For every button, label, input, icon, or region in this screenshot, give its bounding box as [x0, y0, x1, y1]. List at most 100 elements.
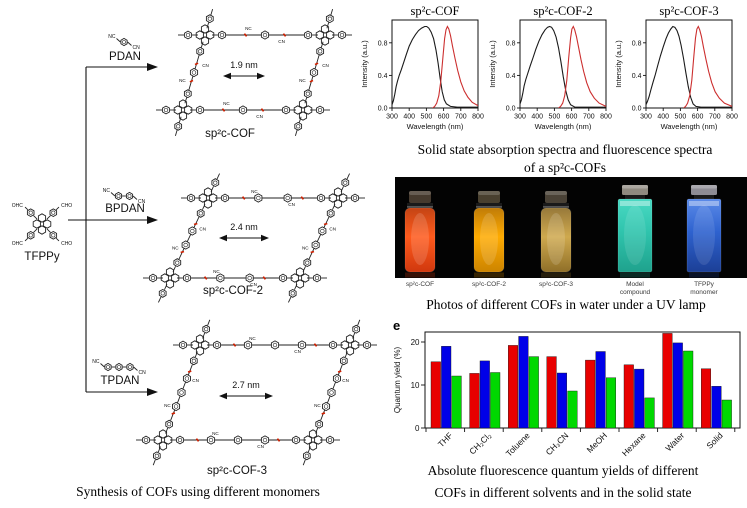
bar-green-CH₃CN: [567, 390, 578, 429]
spectra-plot-2: sp²c-COF-2 0.0 0.4 0.8 300 400 500 600 700 800 Wav…: [488, 4, 612, 131]
bar-red-Toluene: [507, 345, 518, 429]
svg-text:20: 20: [411, 338, 420, 347]
svg-text:0.0: 0.0: [378, 106, 388, 113]
svg-text:NC: NC: [212, 431, 219, 436]
linker-chain: CN NC: [299, 55, 329, 90]
svg-text:NC: NC: [249, 336, 256, 341]
synthesis-scheme-svg: NCCNNCCNCNNCCNNCNCCNNCCNCNNCCNNCNCCNNCCN…: [12, 8, 377, 466]
svg-text:NC: NC: [172, 245, 179, 250]
vial-label-4: Model compound: [620, 281, 650, 297]
svg-text:CN: CN: [192, 378, 199, 383]
svg-text:0.4: 0.4: [632, 73, 642, 80]
bar-green-MeOH: [605, 377, 616, 429]
bar-red-Water: [662, 333, 673, 429]
category-label-Hexane: Hexane: [620, 430, 648, 458]
cof-2-label: sp²c-COF-2: [202, 285, 264, 297]
pyrene-node: [329, 319, 377, 366]
absorption-curve: [646, 25, 732, 108]
x-axis-label: Wavelength (nm): [661, 122, 718, 131]
svg-text:400: 400: [657, 114, 669, 121]
svg-text:400: 400: [403, 114, 415, 121]
pore-size-arrow: [223, 72, 265, 80]
vial-5: [686, 185, 722, 278]
pore-size-1: 1.9 nm: [230, 60, 258, 70]
tfppy-label: TFPPy: [24, 251, 60, 263]
category-label-Toluene: Toluene: [504, 430, 532, 458]
barchart-caption-line1: Absolute fluorescence quantum yields of …: [427, 463, 699, 478]
svg-text:800: 800: [600, 114, 612, 121]
y-axis-label: Quantum yield (%): [393, 347, 402, 414]
svg-text:CHO: CHO: [61, 241, 72, 247]
svg-text:NC: NC: [299, 78, 306, 83]
bar-red-Solid: [701, 368, 712, 429]
cof-structure-3: NC CN NC CN CN NC CN NC: [136, 319, 377, 466]
photo-caption: Photos of different COFs in water under …: [426, 297, 706, 312]
bar-blue-Hexane: [634, 368, 645, 429]
pyrene-node: [279, 258, 327, 303]
svg-text:CN: CN: [257, 444, 264, 449]
panel-label-e: e: [393, 318, 401, 333]
svg-text:CN: CN: [138, 199, 146, 205]
pyrene-node: [173, 319, 221, 366]
spectra-caption-line2: of a sp²c-COFs: [523, 160, 607, 175]
pyrene-node: [292, 419, 340, 466]
tfppy-structure: OHC CHO OHC CHO: [12, 203, 73, 247]
cof-structure-1: NC CN NC CN CN NC CN NC: [156, 8, 352, 137]
linker-chain: NC CN: [184, 431, 292, 449]
monomer-label-pdan: PDAN: [109, 51, 141, 63]
bar-blue-Solid: [711, 386, 722, 429]
vial-label-5-line1: TFPPy: [694, 281, 714, 288]
monomer-structure: NC CN: [108, 34, 140, 51]
bar-green-Water: [683, 350, 694, 429]
vial-label-1: sp²c-COF: [406, 281, 434, 289]
svg-text:600: 600: [566, 114, 578, 121]
vial-label-2-line1: sp²c-COF-2: [472, 281, 506, 288]
vial-label-5: TFPPy monomer: [690, 281, 717, 297]
pyrene-node: [156, 89, 204, 137]
x-axis-label: Wavelength (nm): [535, 122, 592, 131]
absorption-curve: [392, 25, 478, 108]
uv-photo-panel: [395, 177, 747, 278]
y-axis-label: Intensity (a.u.): [488, 40, 497, 88]
svg-text:NC: NC: [251, 189, 258, 194]
pyrene-node: [143, 258, 191, 303]
vial-label-4-line2: compound: [619, 289, 651, 296]
bar-blue-Toluene: [518, 336, 529, 429]
svg-text:NC: NC: [213, 269, 220, 274]
linker-chain: CN NC: [172, 216, 206, 260]
vial-label-4-line1: Model: [626, 281, 644, 288]
fluorescence-curve: [558, 25, 606, 108]
svg-text:NC: NC: [108, 34, 116, 40]
svg-text:800: 800: [472, 114, 484, 121]
bar-green-Hexane: [644, 397, 655, 429]
svg-text:CN: CN: [288, 202, 295, 207]
quantum-yield-chart: 0 10 20 Quantum yield (%) THF CH₂Cl₂ Toluene CH…: [393, 331, 741, 458]
svg-text:0.8: 0.8: [378, 40, 388, 47]
fluorescence-curve: [683, 25, 732, 108]
bar-green-THF: [451, 375, 462, 429]
bar-blue-THF: [441, 346, 452, 429]
y-axis-label: Intensity (a.u.): [360, 40, 369, 88]
bar-blue-CH₃CN: [556, 372, 567, 429]
linker-chain: NC CN: [204, 101, 282, 119]
vial-label-5-line2: monomer: [690, 289, 718, 296]
cof-3-label: sp²c-COF-3: [206, 465, 268, 477]
svg-text:CN: CN: [294, 349, 301, 354]
spectra-plot-title: sp²c-COF: [411, 4, 460, 18]
bar-red-MeOH: [585, 359, 596, 429]
svg-text:NC: NC: [179, 78, 186, 83]
barchart-caption-line2: COFs in different solvents and in the so…: [434, 485, 692, 500]
svg-text:600: 600: [692, 114, 704, 121]
vial-3: [540, 191, 572, 278]
absorption-curve: [520, 25, 606, 108]
bar-green-Solid: [721, 399, 732, 429]
vial-2: [473, 191, 505, 278]
svg-text:NC: NC: [92, 359, 100, 365]
pyrene-node: [181, 173, 229, 218]
svg-text:NC: NC: [223, 101, 230, 106]
svg-text:OHC: OHC: [12, 241, 24, 247]
svg-text:0.4: 0.4: [506, 73, 516, 80]
svg-text:CN: CN: [139, 370, 147, 376]
linker-chain: NC CN: [221, 336, 329, 354]
svg-text:CHO: CHO: [61, 203, 72, 209]
